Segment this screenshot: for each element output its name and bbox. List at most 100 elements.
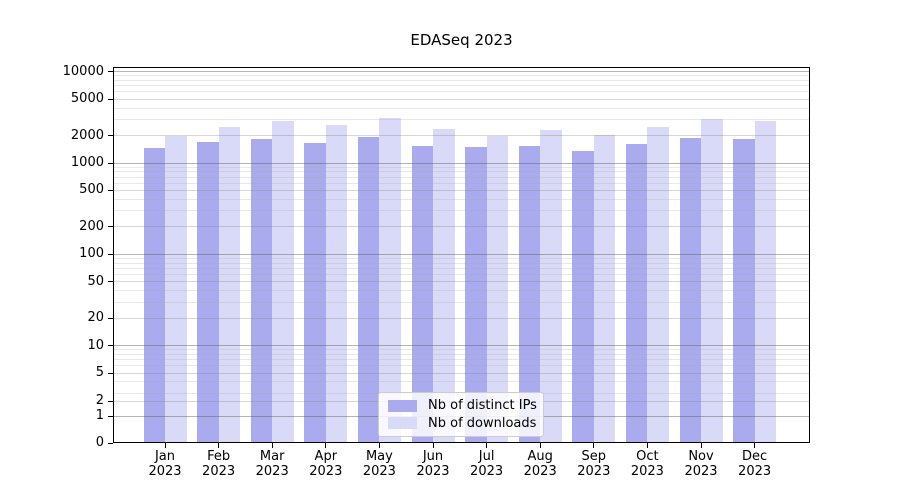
y-axis-tick-label: 50 [87,273,104,289]
bar-downloads-aug [540,129,562,443]
bar-downloads-feb [218,126,241,443]
gridline [113,91,810,93]
x-axis-tick [164,443,166,448]
gridline [113,75,810,77]
bar-distinct-ips-mar [250,138,273,443]
month-label: Jun [422,449,444,464]
x-axis-tick [378,443,380,448]
y-axis-tick-label: 2000 [70,127,104,143]
bar-downloads-mar [272,120,294,443]
y-axis-tick-label: 1 [95,408,104,423]
bar-downloads-sep [593,134,616,443]
bar-downloads-apr [325,125,348,443]
x-axis-tick-label-dec: Dec 2023 [726,449,784,479]
y-axis-tick [108,281,113,283]
y-axis-tick [108,372,113,374]
year-label: 2023 [255,464,289,479]
y-axis-tick-label: 2 [95,393,104,408]
legend-label-downloads: Nb of downloads [428,415,537,431]
x-axis-tick [754,443,756,448]
x-axis-tick [271,443,273,448]
y-axis-tick-label: 1000 [70,155,104,170]
legend-label-distinct-ips: Nb of distinct IPs [428,398,537,414]
bar-distinct-ips-may [357,136,380,443]
gridline [113,80,810,82]
year-label: 2023 [738,464,772,479]
x-axis-tick [486,443,488,448]
chart-title: EDASeq 2023 [410,31,513,49]
bar-downloads-dec [754,121,777,443]
year-label: 2023 [684,464,718,479]
x-axis-tick-label-aug: Aug 2023 [511,449,569,479]
y-axis-tick [108,253,113,255]
bar-distinct-ips-aug [518,145,541,443]
bar-distinct-ips-oct [625,144,648,443]
legend-swatch-downloads [388,417,417,430]
x-axis-tick [593,443,595,448]
bar-distinct-ips-jul [465,146,487,443]
y-axis-tick [108,317,113,319]
x-axis-tick-label-jan: Jan 2023 [136,449,194,479]
month-label: Jul [478,449,495,464]
bar-distinct-ips-dec [733,138,755,443]
bar-downloads-jan [165,135,187,443]
x-axis-tick [432,443,434,448]
x-axis-tick-label-may: May 2023 [350,449,408,479]
month-label: Feb [207,449,231,464]
month-label: Aug [527,449,553,464]
legend: Nb of distinct IPs Nb of downloads [378,392,544,437]
month-label: Apr [314,449,338,464]
bar-distinct-ips-nov [679,137,701,443]
y-axis-tick [108,226,113,228]
y-axis-tick [108,98,113,100]
month-label: Oct [636,449,659,464]
y-axis-tick-label: 10 [87,337,104,353]
x-axis-tick-label-apr: Apr 2023 [297,449,355,479]
bar-distinct-ips-sep [572,151,594,443]
year-label: 2023 [577,464,611,479]
month-label: Mar [259,449,285,464]
bar-distinct-ips-jan [143,148,165,443]
y-axis-tick [108,162,113,164]
y-axis-tick [108,345,113,347]
y-axis-tick-label: 0 [95,435,104,450]
x-axis-tick [218,443,220,448]
x-axis-tick [539,443,541,448]
x-axis-tick-label-sep: Sep 2023 [565,449,623,479]
year-label: 2023 [523,464,557,479]
year-label: 2023 [362,464,396,479]
x-axis-tick-label-oct: Oct 2023 [618,449,676,479]
bar-distinct-ips-apr [304,143,326,443]
x-axis-tick [700,443,702,448]
gridline [113,98,810,100]
y-axis-tick [108,442,113,444]
bar-distinct-ips-jun [411,145,433,443]
month-label: May [365,449,393,464]
x-axis-tick-label-mar: Mar 2023 [243,449,301,479]
x-axis-tick-label-feb: Feb 2023 [190,449,248,479]
year-label: 2023 [202,464,236,479]
y-axis-tick-label: 5 [95,365,104,381]
x-axis-tick-label-nov: Nov 2023 [672,449,730,479]
y-axis-tick [108,189,113,191]
legend-swatch-distinct-ips [388,399,417,412]
y-axis-tick-label: 500 [79,182,104,198]
y-axis-tick-label: 200 [79,218,104,234]
year-label: 2023 [630,464,664,479]
y-axis-tick [108,415,113,417]
y-axis-tick [108,400,113,402]
legend-item-downloads: Nb of downloads [388,415,537,431]
bar-distinct-ips-feb [197,141,219,443]
y-axis-tick-label: 10000 [62,63,104,79]
y-axis-tick-label: 100 [79,246,104,262]
y-axis-tick-label: 20 [87,310,104,326]
legend-item-distinct-ips: Nb of distinct IPs [388,398,537,414]
month-label: Nov [688,449,714,464]
y-axis-tick [108,71,113,73]
gridline [113,85,810,87]
year-label: 2023 [148,464,182,479]
x-axis-tick [325,443,327,448]
month-label: Dec [742,449,768,464]
bar-downloads-may [379,117,401,443]
